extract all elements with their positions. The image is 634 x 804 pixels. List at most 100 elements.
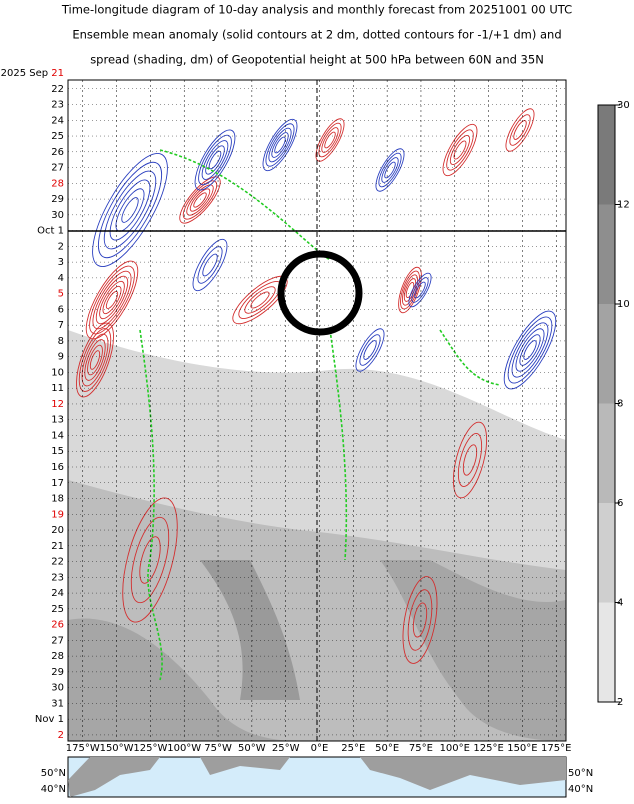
longitude-label: 75°W	[204, 743, 232, 754]
contour	[381, 157, 399, 183]
date-day: 26	[51, 620, 64, 631]
date-label: Nov 1	[35, 714, 64, 725]
contour	[194, 129, 236, 191]
date-label: 8	[58, 336, 64, 347]
date-day: 19	[51, 509, 64, 520]
contour	[452, 421, 488, 499]
contour	[457, 433, 483, 487]
date-day: 6	[58, 304, 64, 315]
contour	[265, 123, 295, 167]
contour	[513, 120, 527, 140]
date-label: 24	[51, 115, 64, 126]
date-day: 21	[51, 541, 64, 552]
title-line: Ensemble mean anomaly (solid contours at…	[72, 28, 561, 42]
date-day: 25	[51, 131, 64, 142]
contour	[84, 339, 106, 381]
contour	[201, 140, 229, 180]
date-day: 9	[58, 352, 64, 363]
date-label: 22	[51, 557, 64, 568]
date-label: 22	[51, 84, 64, 95]
contour	[76, 322, 114, 398]
date-day: 27	[51, 163, 64, 174]
date-label: 18	[51, 494, 64, 505]
date-day: 30	[51, 683, 64, 694]
longitude-label: 125°W	[133, 743, 167, 754]
contour	[462, 444, 478, 476]
contour	[511, 322, 549, 378]
date-label: 9	[58, 352, 64, 363]
date-day: 11	[51, 383, 64, 394]
contour	[398, 266, 422, 314]
date-label: 7	[58, 320, 64, 331]
contour	[89, 265, 135, 335]
contour	[505, 108, 535, 152]
contour	[442, 123, 478, 177]
date-day: 20	[51, 525, 64, 536]
date-label: 14	[51, 430, 64, 441]
contour	[89, 350, 101, 370]
longitude-label: 75°E	[409, 743, 433, 754]
date-day: 28	[51, 178, 64, 189]
contour	[205, 145, 225, 175]
contour	[244, 286, 276, 314]
contour	[363, 340, 377, 360]
contour	[99, 280, 125, 320]
date-label: 25	[51, 131, 64, 142]
date-prefix: Nov	[35, 714, 58, 725]
contour	[268, 127, 292, 163]
contour	[400, 270, 420, 310]
date-day: 1	[58, 226, 64, 237]
date-day: 27	[51, 635, 64, 646]
contour	[375, 148, 405, 192]
contour	[378, 152, 402, 188]
contour	[411, 277, 429, 303]
date-day: 14	[51, 430, 64, 441]
contour	[407, 589, 433, 651]
longitude-label: 150°W	[100, 743, 134, 754]
date-day: 28	[51, 651, 64, 662]
date-prefix: Oct	[37, 226, 57, 237]
date-day: 13	[51, 415, 64, 426]
highlight-circle	[277, 250, 363, 336]
contour	[197, 246, 223, 284]
date-label: 2	[58, 730, 64, 741]
date-day: 23	[51, 100, 64, 111]
date-label: 17	[51, 478, 64, 489]
zero-contour	[439, 329, 501, 386]
colorbar-label: 8	[617, 399, 623, 410]
date-label: 28	[51, 651, 64, 662]
contour	[103, 170, 157, 250]
zero-contour	[329, 329, 348, 561]
contour	[179, 176, 221, 224]
contour	[453, 140, 467, 160]
longitude-label: 150°E	[507, 743, 537, 754]
colorbar-band	[598, 602, 615, 702]
date-label: 25	[51, 604, 64, 615]
longitude-label: 175°W	[66, 743, 100, 754]
date-day: 23	[51, 572, 64, 583]
longitude-label: 50°W	[238, 743, 266, 754]
contour	[182, 180, 218, 220]
contour	[449, 134, 471, 166]
contour	[519, 334, 541, 366]
contour	[95, 275, 129, 325]
date-label: 21	[51, 541, 64, 552]
date-day: 15	[51, 446, 64, 457]
colorbar-band	[598, 503, 615, 603]
longitude-label: 175°E	[541, 743, 571, 754]
date-day: 10	[51, 367, 64, 378]
date-day: 7	[58, 320, 64, 331]
colorbar-band	[598, 105, 615, 205]
date-day: 24	[51, 115, 64, 126]
title-line: spread (shading, dm) of Geopotential hei…	[90, 53, 544, 67]
contour	[109, 179, 151, 241]
contour	[105, 290, 119, 310]
date-label: 23	[51, 100, 64, 111]
contour	[523, 340, 537, 360]
contour	[193, 192, 207, 208]
colorbar-label: 10	[617, 299, 630, 310]
zero-contour	[139, 329, 163, 681]
date-label: 15	[51, 446, 64, 457]
contour	[139, 536, 161, 584]
colorbar-band	[598, 204, 615, 304]
